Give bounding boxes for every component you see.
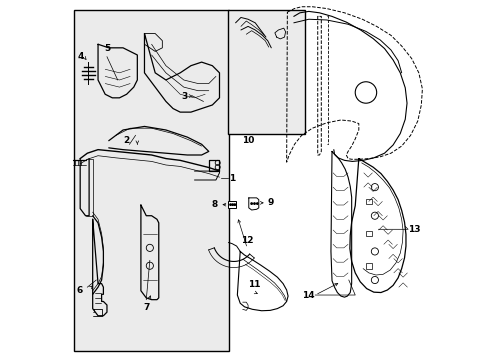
Bar xyxy=(228,10,305,134)
Text: 4: 4 xyxy=(77,52,83,61)
Text: 8: 8 xyxy=(211,200,218,209)
Bar xyxy=(365,263,371,269)
Circle shape xyxy=(250,203,252,204)
Text: 7: 7 xyxy=(143,303,149,312)
Text: 2: 2 xyxy=(123,136,129,145)
Circle shape xyxy=(231,204,233,205)
Bar xyxy=(228,202,236,208)
Bar xyxy=(365,231,371,237)
Bar xyxy=(365,199,371,204)
Text: 9: 9 xyxy=(267,198,274,207)
Text: 5: 5 xyxy=(103,44,110,53)
Text: 3: 3 xyxy=(181,91,187,100)
Text: 10: 10 xyxy=(242,136,254,145)
Circle shape xyxy=(229,204,231,205)
Text: 14: 14 xyxy=(301,291,313,300)
Text: 11: 11 xyxy=(247,280,260,289)
Circle shape xyxy=(256,203,258,204)
Text: 1: 1 xyxy=(229,174,235,183)
Text: 13: 13 xyxy=(407,225,420,234)
Circle shape xyxy=(234,204,235,205)
Bar xyxy=(74,10,229,351)
Circle shape xyxy=(253,203,255,204)
Text: 6: 6 xyxy=(77,286,83,295)
Text: 12: 12 xyxy=(241,236,253,245)
